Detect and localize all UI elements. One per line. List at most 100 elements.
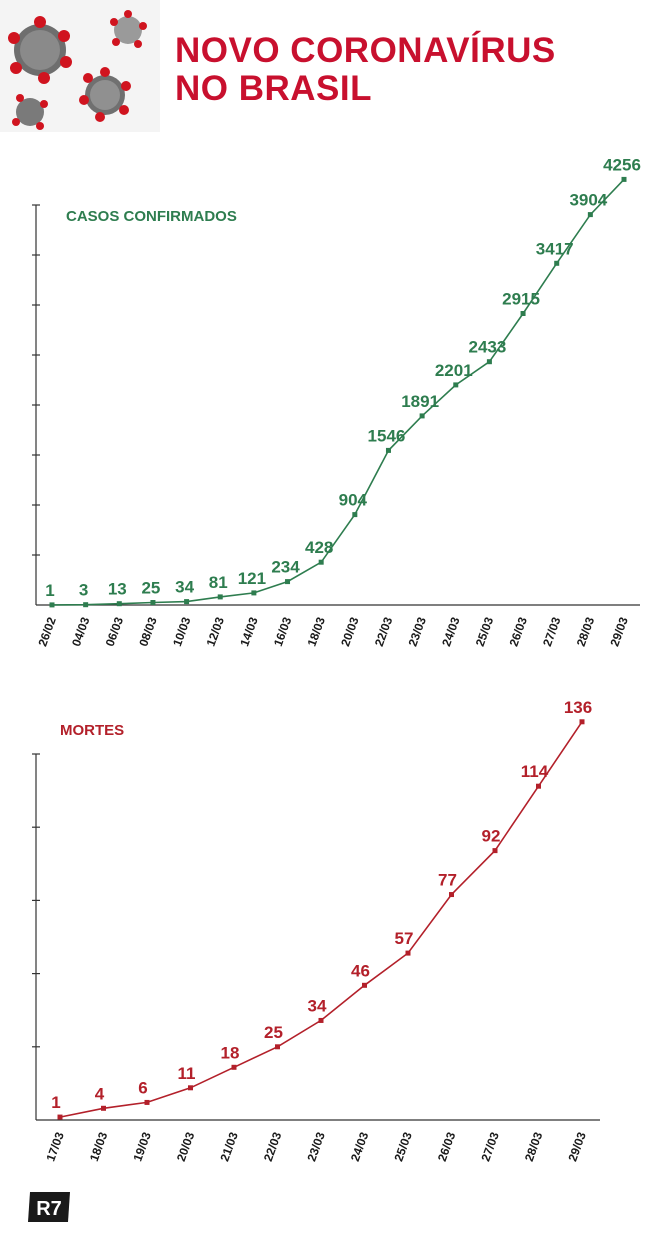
data-point [116,601,122,607]
data-label: 92 [482,827,501,846]
logo-badge-icon [28,1192,70,1222]
data-label: 1 [51,1093,60,1112]
series-line [59,721,583,1118]
data-label: 1891 [401,392,439,411]
x-tick-label: 06/03 [103,615,127,648]
data-label: 81 [209,573,228,592]
data-point [385,447,391,453]
data-label: 25 [264,1023,283,1042]
x-tick-label: 28/03 [522,1130,546,1163]
data-label: 2433 [468,338,506,357]
data-label: 3 [79,581,88,600]
page-title-line-1: NOVO CORONAVÍRUS [175,31,556,70]
x-tick-label: 22/03 [261,1130,285,1163]
virus-particle-icon [12,94,48,130]
data-point [453,382,459,388]
data-label: 3417 [536,239,574,258]
data-point [587,212,593,218]
data-point [285,579,291,585]
x-tick-label: 27/03 [478,1130,502,1163]
data-label: 25 [141,579,160,598]
data-point [405,950,411,956]
x-tick-label: 14/03 [237,615,261,648]
x-tick-label: 16/03 [271,615,295,648]
data-point [251,590,257,596]
data-point [352,512,358,518]
data-label: 13 [108,580,127,599]
data-label: 904 [339,491,368,510]
data-point [49,602,55,608]
data-label: 2201 [435,361,473,380]
data-point [150,600,156,605]
x-tick-label: 12/03 [204,615,228,648]
x-tick-label: 24/03 [439,615,463,648]
data-point [275,1044,280,1050]
x-tick-label: 23/03 [304,1130,328,1163]
data-point [318,1017,324,1023]
data-label: 3904 [569,191,607,210]
data-label: 18 [221,1043,240,1062]
x-tick-label: 29/03 [565,1130,589,1163]
data-label: 34 [175,578,194,597]
chart-title: CASOS CONFIRMADOS [66,208,237,225]
x-tick-label: 26/02 [35,615,59,648]
data-point [536,783,541,789]
data-point [554,260,560,266]
x-tick-label: 26/03 [506,615,530,648]
data-label: 1 [45,581,54,600]
x-tick-label: 19/03 [130,1130,154,1163]
data-label: 428 [305,538,333,557]
x-tick-label: 26/03 [435,1130,459,1163]
deaths-chart: MORTES 1 17/03 4 18/03 6 19/03 11 20/03 18 21/03 25… [32,698,600,1163]
x-tick-label: 10/03 [170,615,194,648]
data-label: 77 [438,871,457,890]
data-point [621,176,627,182]
x-tick-label: 24/03 [348,1130,372,1163]
data-label: 6 [138,1078,147,1097]
data-label: 136 [564,698,592,717]
x-tick-label: 18/03 [87,1130,111,1163]
x-tick-label: 25/03 [391,1130,415,1163]
data-point [83,602,89,608]
data-point [486,359,492,365]
data-point [449,892,454,898]
data-point [144,1099,150,1105]
data-point [231,1064,237,1070]
data-label: 114 [521,762,549,781]
data-point [419,413,425,419]
page-title: NOVO CORONAVÍRUS NO BRASIL [175,32,556,108]
data-point [57,1114,63,1120]
x-tick-label: 25/03 [473,615,497,648]
data-point [362,982,367,988]
data-label: 121 [238,569,266,588]
data-point [101,1105,106,1111]
data-label: 46 [351,961,370,980]
data-label: 1546 [368,426,406,445]
cases-chart: CASOS CONFIRMADOS 1 26/02 3 04/03 13 06/03 25 08… [32,155,641,648]
data-label: 34 [308,996,327,1015]
chart-title: MORTES [60,722,124,739]
logo-text: R7 [36,1198,62,1220]
data-label: 57 [395,929,414,948]
x-tick-label: 23/03 [405,615,429,648]
data-point [188,1085,193,1091]
data-point [318,559,324,565]
data-label: 4256 [603,155,641,174]
x-tick-label: 27/03 [540,615,564,648]
x-tick-label: 21/03 [217,1130,241,1163]
x-tick-label: 29/03 [607,615,631,648]
virus-particle-icon [79,67,131,122]
data-label: 4 [95,1084,105,1103]
data-point [492,848,498,854]
x-tick-label: 18/03 [305,615,329,648]
data-point [217,594,223,600]
x-tick-label: 04/03 [69,615,93,648]
coronavirus-illustration [0,0,160,132]
virus-particle-icon [110,10,147,48]
series-line [51,178,625,606]
x-tick-label: 28/03 [574,615,598,648]
x-tick-label: 20/03 [174,1130,198,1163]
page-title-line-2: NO BRASIL [175,69,372,108]
header: NOVO CORONAVÍRUS NO BRASIL [0,0,660,140]
data-point [184,599,190,605]
